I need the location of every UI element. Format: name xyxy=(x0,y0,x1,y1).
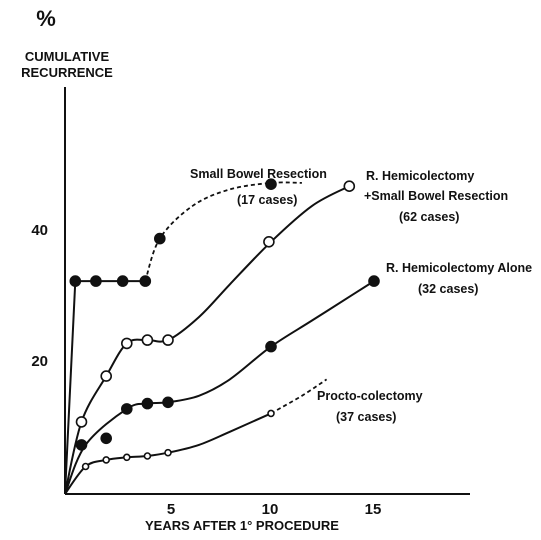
series-0-point-5 xyxy=(265,178,277,190)
label-small-bowel-cases: (17 cases) xyxy=(237,193,297,207)
series-2-point-5 xyxy=(265,340,277,353)
label-rh-alone: R. Hemicolectomy Alone xyxy=(386,261,532,275)
label-rh-sbr-line2: +Small Bowel Resection xyxy=(364,189,508,203)
x-tick-label-5: 5 xyxy=(167,501,175,518)
series-0-point-0 xyxy=(69,275,82,287)
label-rh-sbr-line1: R. Hemicolectomy xyxy=(366,169,474,183)
series-3-point-5 xyxy=(267,409,275,418)
y-axis-symbol: % xyxy=(36,6,56,31)
series-1-point-3 xyxy=(141,334,154,346)
series-1-point-5 xyxy=(263,236,275,248)
series-3-point-4 xyxy=(164,448,172,457)
series-3-dashed-line xyxy=(270,378,328,415)
series-small-bowel-resection xyxy=(64,178,302,495)
series-1-line xyxy=(64,185,350,495)
series-2-point-4 xyxy=(162,396,174,409)
series-3-point-0 xyxy=(81,462,90,471)
label-procto-colectomy-cases: (37 cases) xyxy=(336,410,396,424)
x-tick-label-10: 10 xyxy=(262,501,279,518)
label-rh-alone-cases: (32 cases) xyxy=(418,282,478,296)
series-3-point-2 xyxy=(123,453,131,462)
y-tick-label-20: 20 xyxy=(31,353,48,370)
y-axis-label-line1: CUMULATIVE xyxy=(25,49,110,64)
x-tick-label-15: 15 xyxy=(365,501,382,518)
series-3-point-1 xyxy=(102,456,110,464)
series-2-point-1 xyxy=(100,432,112,445)
label-rh-sbr-cases: (62 cases) xyxy=(399,210,459,224)
series-2-point-2 xyxy=(121,403,133,415)
series-0-point-1 xyxy=(90,275,102,287)
series-1-point-0 xyxy=(75,416,88,428)
series-procto-colectomy xyxy=(64,378,328,495)
series-2-point-6 xyxy=(368,275,380,287)
series-2-point-3 xyxy=(141,397,154,410)
series-2-line xyxy=(64,280,375,495)
series-1-point-6 xyxy=(343,180,356,192)
series-1-point-1 xyxy=(100,370,112,382)
series-r-hemicolectomy-plus-sbr xyxy=(64,180,356,495)
y-axis-label-line2: RECURRENCE xyxy=(21,65,113,80)
series-0-point-2 xyxy=(116,275,129,287)
series-0-point-4 xyxy=(154,232,166,245)
series-0-point-3 xyxy=(139,275,152,287)
series-1-point-2 xyxy=(121,337,133,350)
x-axis-label: YEARS AFTER 1° PROCEDURE xyxy=(145,518,339,533)
y-tick-label-40: 40 xyxy=(31,222,48,239)
label-procto-colectomy: Procto-colectomy xyxy=(317,389,423,403)
series-r-hemicolectomy-alone xyxy=(64,275,380,495)
label-small-bowel-resection: Small Bowel Resection xyxy=(190,167,327,181)
series-1-point-4 xyxy=(162,334,174,346)
series-2-point-0 xyxy=(75,439,88,451)
series-3-point-3 xyxy=(143,452,152,460)
